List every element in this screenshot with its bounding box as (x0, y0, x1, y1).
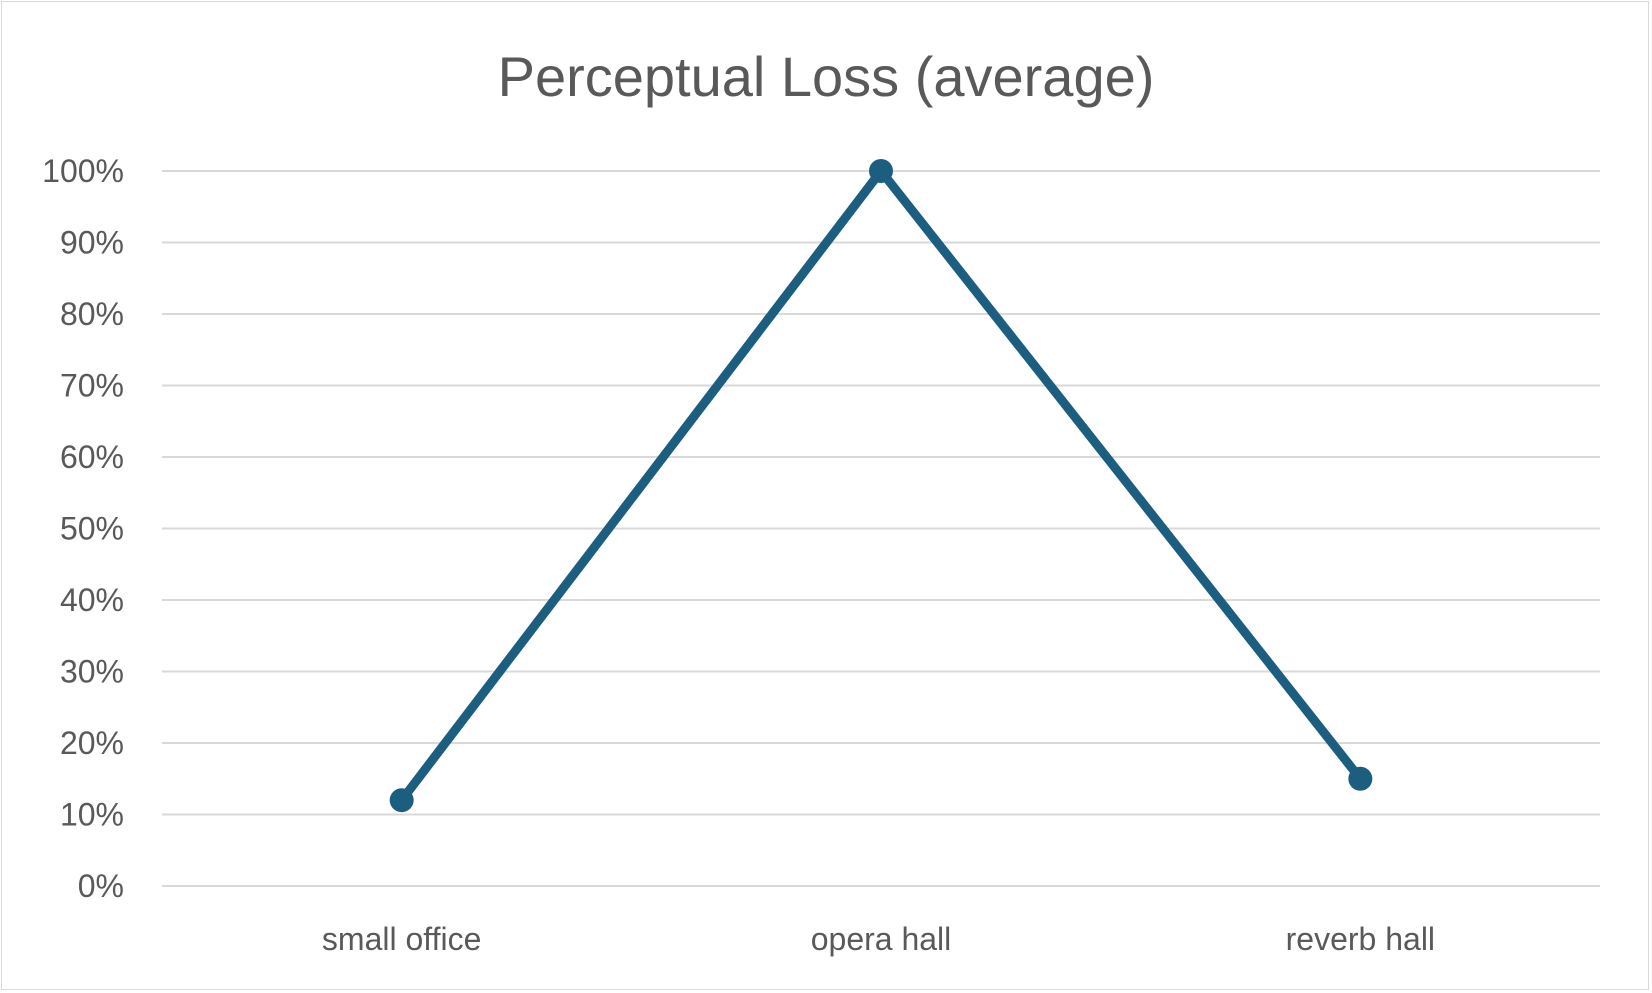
y-tick-label: 20% (60, 725, 124, 761)
y-tick-label: 40% (60, 582, 124, 618)
chart-title: Perceptual Loss (average) (498, 45, 1155, 108)
y-tick-label: 30% (60, 654, 124, 690)
x-category-label: opera hall (811, 921, 952, 957)
series-lines (397, 166, 1365, 805)
y-tick-label: 60% (60, 439, 124, 475)
series-line-0 (397, 166, 1365, 805)
y-tick-label: 90% (60, 225, 124, 261)
series-markers (389, 159, 1373, 813)
y-tick-label: 100% (42, 153, 124, 189)
y-tick-label: 50% (60, 511, 124, 547)
y-axis-tick-labels: 0% 10% 20% 30% 40% 50% 60% 70% 80% 90% 100% (42, 153, 124, 904)
x-axis-category-labels: small office opera hall reverb hall (322, 921, 1435, 957)
y-tick-label: 0% (78, 868, 124, 904)
data-point-small-office (389, 788, 414, 813)
data-point-opera-hall (869, 159, 893, 183)
x-category-label: reverb hall (1286, 921, 1435, 957)
y-tick-label: 80% (60, 296, 124, 332)
data-point-reverb-hall (1348, 766, 1373, 791)
gridlines (162, 170, 1600, 887)
y-tick-label: 10% (60, 797, 124, 833)
y-tick-label: 70% (60, 368, 124, 404)
x-category-label: small office (322, 921, 481, 957)
